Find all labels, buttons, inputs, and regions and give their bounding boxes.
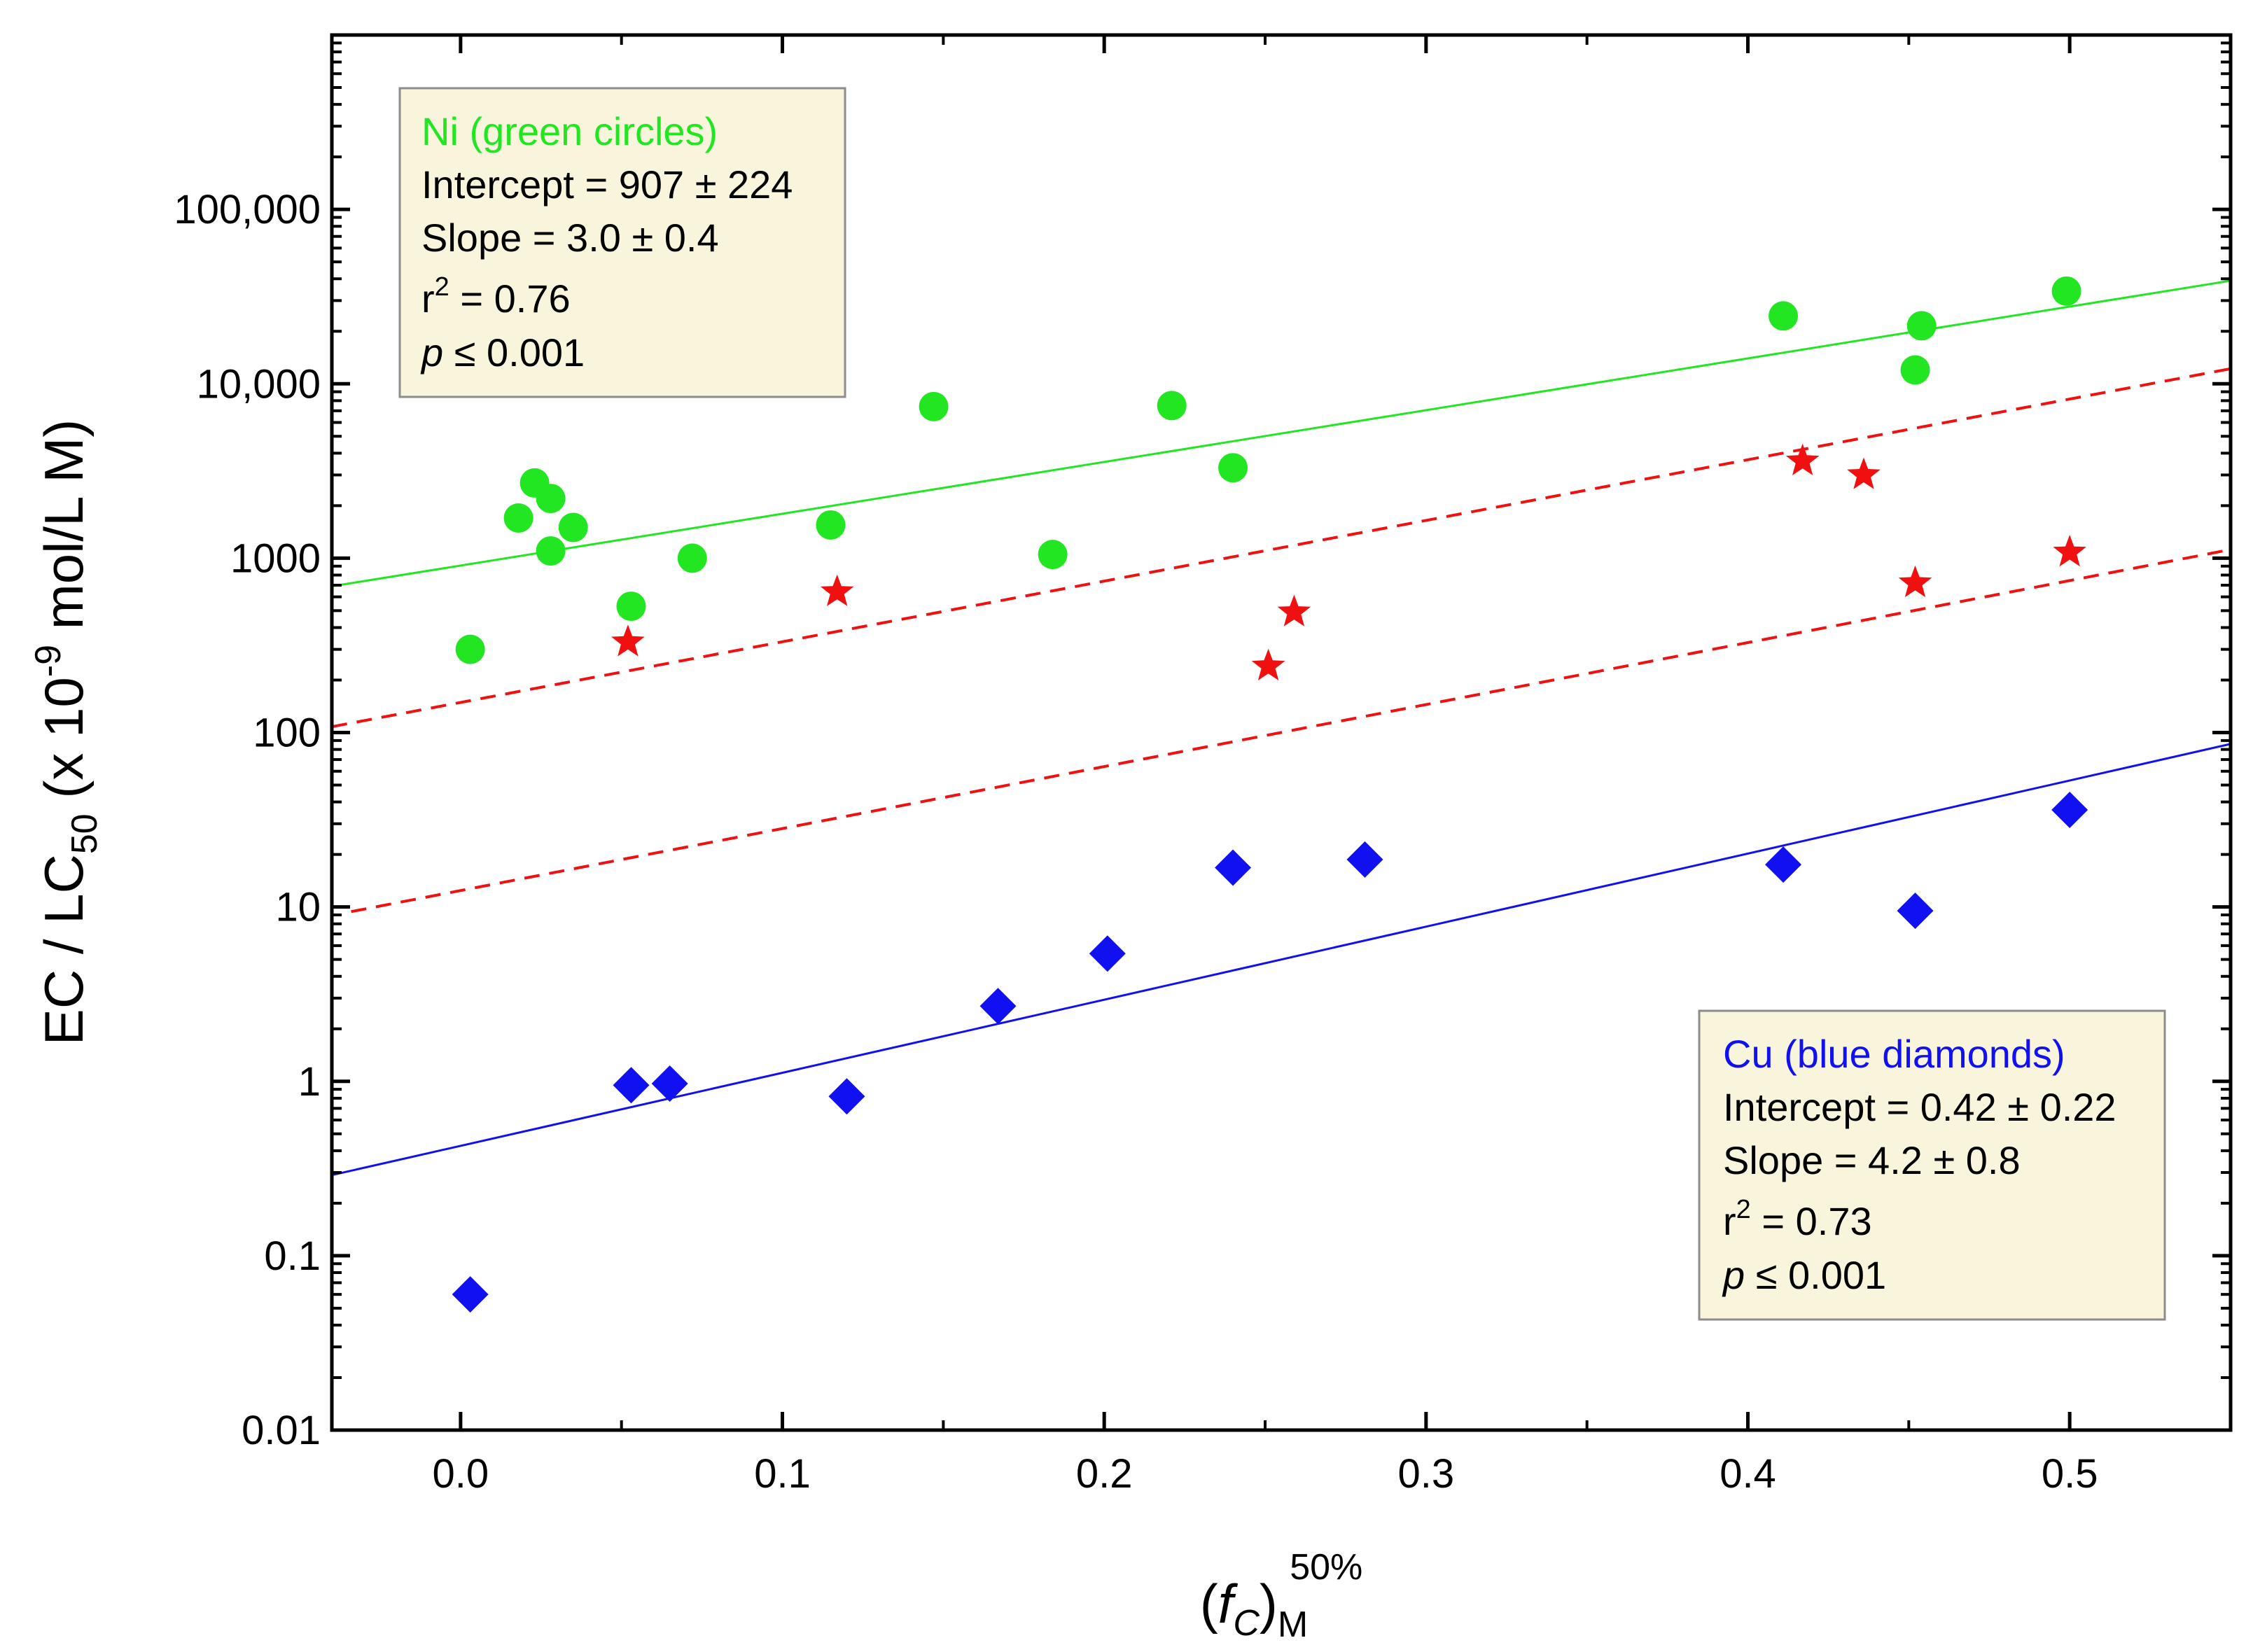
legend-cu-intercept: Intercept = 0.42 ± 0.22 (1723, 1085, 2116, 1129)
fit-line-pb-1 (331, 367, 2231, 729)
x-label-open: ( (1200, 1573, 1218, 1634)
y-tick-label: 0.1 (264, 1233, 321, 1279)
legend-cu-box (1698, 1009, 2166, 1321)
data-point-ni (1900, 355, 1930, 385)
data-point-cu (828, 1078, 865, 1115)
x-tick-label: 0.2 (1076, 1451, 1133, 1497)
data-point-ni (536, 484, 566, 514)
y-tick-label: 10,000 (197, 361, 321, 407)
data-point-ni (558, 512, 588, 542)
x-tick-label: 0.0 (433, 1451, 489, 1497)
legend-ni-r2-prefix: r (421, 276, 435, 321)
legend-cu-r2-prefix: r (1723, 1199, 1736, 1243)
legend-cu-slope: Slope = 4.2 ± 0.8 (1723, 1138, 2021, 1182)
data-point-pb (2053, 535, 2086, 567)
legend-cu-p-symbol: p (1722, 1253, 1745, 1297)
data-point-pb (1785, 443, 1820, 475)
x-axis-label: (fC)M50% (1200, 1547, 1363, 1645)
data-point-ni (455, 634, 485, 664)
legend-cu-r2-sup: 2 (1736, 1195, 1751, 1224)
legend-ni-intercept: Intercept = 907 ± 224 (421, 162, 793, 206)
y-label-mid: (x 10 (33, 677, 95, 813)
data-point-ni (1038, 540, 1068, 570)
data-point-cu (1346, 841, 1383, 878)
data-point-cu (1897, 892, 1934, 930)
data-point-pb (820, 574, 854, 606)
y-label-sub: 50 (64, 813, 105, 854)
legend-cu-title: Cu (blue diamonds) (1723, 1032, 2065, 1076)
fit-line-cu (331, 743, 2231, 1177)
legend-cu-p-value: ≤ 0.001 (1745, 1253, 1886, 1297)
y-tick-label: 100,000 (174, 187, 321, 232)
axis-ticks: 0.0 0.1 0.2 0.3 0.4 0.5 0.01 0.1 1 10 100 1000 10,00… (174, 33, 2232, 1497)
data-point-pb (1251, 648, 1285, 680)
legend-ni: Ni (green circles) Intercept = 907 ± 224… (398, 87, 846, 398)
data-point-cu (651, 1065, 688, 1102)
y-axis-label: EC / LC50 (x 10-9 mol/L M) (28, 419, 105, 1045)
legend-cu-p: p ≤ 0.001 (1722, 1253, 1886, 1297)
data-point-ni (919, 391, 949, 421)
data-point-cu (1215, 849, 1252, 886)
x-label-close: ) (1260, 1573, 1278, 1634)
data-point-ni (677, 543, 707, 573)
y-tick-label: 1 (298, 1059, 321, 1105)
data-point-cu (613, 1067, 650, 1104)
data-markers (452, 276, 2088, 1313)
data-point-ni (2051, 276, 2081, 306)
legend-ni-slope: Slope = 3.0 ± 0.4 (421, 216, 719, 260)
data-point-cu (979, 988, 1017, 1025)
data-point-ni (1769, 301, 1799, 331)
y-label-main: EC / LC (33, 854, 95, 1045)
y-tick-label: 0.01 (242, 1408, 321, 1453)
legend-ni-title: Ni (green circles) (421, 109, 718, 153)
legend-ni-p-symbol: p (420, 330, 443, 374)
data-point-pb (1847, 457, 1881, 489)
x-label-sub: M (1278, 1604, 1308, 1645)
fit-line-pb-2 (351, 548, 2231, 913)
data-point-ni (1157, 391, 1187, 421)
x-tick-label: 0.4 (1720, 1451, 1776, 1497)
y-label-end: mol/L M) (33, 419, 95, 645)
y-tick-label: 1000 (230, 536, 321, 581)
data-point-ni (816, 510, 846, 540)
x-tick-label: 0.5 (2042, 1451, 2098, 1497)
y-label-sup: -9 (28, 645, 69, 677)
y-tick-label: 10 (275, 885, 321, 930)
data-point-cu (452, 1276, 489, 1313)
legend-cu-r2-value: = 0.73 (1751, 1199, 1872, 1243)
data-point-pb (1898, 565, 1932, 598)
data-point-cu (1765, 846, 1802, 883)
data-point-ni (503, 503, 533, 533)
data-point-ni (616, 592, 646, 622)
legend-ni-r2: r2 = 0.76 (421, 272, 571, 321)
legend-ni-box (398, 87, 846, 398)
data-point-ni (1906, 311, 1937, 341)
legend-cu-r2: r2 = 0.73 (1723, 1195, 1872, 1243)
data-point-pb (611, 624, 645, 657)
x-tick-label: 0.1 (754, 1451, 811, 1497)
data-point-ni (536, 536, 566, 566)
y-tick-label: 100 (253, 710, 321, 756)
legend-ni-p-value: ≤ 0.001 (443, 330, 585, 374)
data-point-cu (1089, 935, 1126, 972)
legend-ni-r2-value: = 0.76 (449, 276, 571, 321)
legend-ni-p: p ≤ 0.001 (420, 330, 585, 374)
data-point-cu (2051, 792, 2088, 829)
data-point-ni (1218, 453, 1248, 483)
x-label-f-sub: C (1233, 1603, 1260, 1644)
legend-ni-r2-sup: 2 (435, 272, 449, 302)
x-label-sup: 50% (1290, 1547, 1362, 1588)
data-point-pb (1277, 594, 1311, 626)
legend-cu: Cu (blue diamonds) Intercept = 0.42 ± 0.… (1698, 1009, 2166, 1321)
x-tick-label: 0.3 (1398, 1451, 1455, 1497)
